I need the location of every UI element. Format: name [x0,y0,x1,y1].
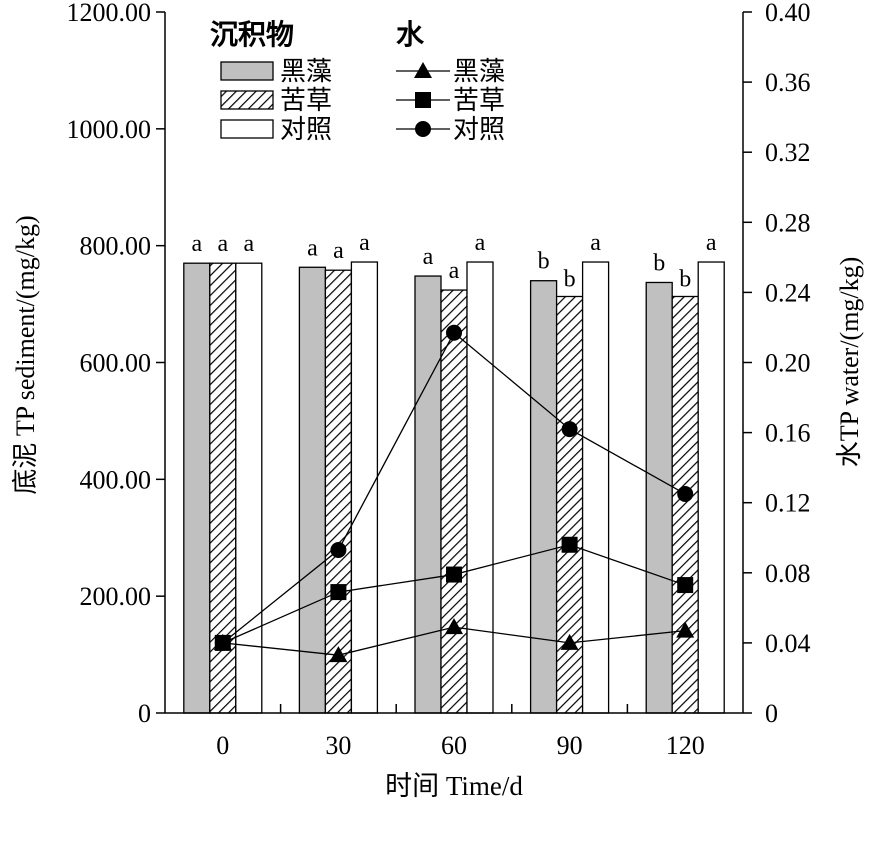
sig-letter: b [679,266,691,292]
point-对照-0 [214,634,231,651]
point-黑藻-60 [445,618,463,635]
y-right-axis-title: 水TP water/(mg/kg) [835,257,864,468]
legend-marker-苦草 [415,92,431,108]
legend-swatch-对照 [220,119,274,139]
y-left-tick-label: 600.00 [80,349,152,378]
legend-marker-对照 [415,121,431,137]
sig-letter: a [359,230,370,256]
x-tick-label: 120 [666,731,705,760]
sig-letter: a [475,230,486,256]
legend-bar-label: 黑藻 [280,57,332,87]
sig-letter: a [307,235,318,261]
bar-苦草-30 [324,269,353,714]
y-right-tick-label: 0.40 [765,0,811,27]
y-right-tick-label: 0.04 [765,629,811,658]
x-axis-title: 时间 Time/d [385,771,523,801]
point-苦草-60 [446,566,462,583]
sig-letter: a [191,231,202,257]
point-苦草-90 [561,536,578,553]
y-right-tick-label: 0.16 [765,419,811,448]
y-right-tick-label: 0.36 [765,68,811,97]
legend-swatch-黑藻 [220,61,274,81]
sig-letter: a [590,230,601,256]
sig-letter: a [706,230,717,256]
sig-letter: a [423,244,434,270]
bar-对照-60 [466,261,494,714]
legend-line-label: 黑藻 [453,57,505,87]
legend-line-label: 苦草 [453,86,505,116]
y-left-tick-label: 1200.00 [67,0,152,27]
sig-letter: a [449,258,460,284]
bar-对照-120 [697,261,725,714]
y-right-tick-label: 0.08 [765,559,811,588]
legend-water-title: 水 [396,18,425,51]
y-left-tick-label: 1000.00 [67,115,152,144]
legend-bar-label: 苦草 [280,86,332,116]
legend-bar-label: 对照 [280,115,332,145]
axes-layer: 0 200.00 400.00 600.00 800.00 1000.00 1200.00 0… [11,0,864,801]
bar-苦草-120 [671,295,699,714]
y-left-tick-label: 800.00 [80,232,152,261]
y-left-tick-label: 200.00 [80,582,152,611]
sig-letter: a [243,231,254,257]
legend-marker-黑藻 [414,62,432,78]
point-苦草-30 [330,584,347,601]
sig-letter: b [653,250,665,276]
point-对照-60 [446,324,462,341]
bar-苦草-60 [440,289,468,714]
x-tick-label: 30 [325,731,351,760]
bar-苦草-90 [555,295,584,714]
y-right-tick-label: 0.20 [765,349,811,378]
point-黑藻-30 [329,646,348,663]
point-对照-30 [330,542,347,559]
bar-黑藻-90 [529,280,558,714]
sig-letter: b [564,266,576,292]
y-right-tick-label: 0 [765,699,778,728]
y-right-tick-label: 0.32 [765,138,811,167]
legend-line-label: 对照 [453,115,505,145]
legend-swatch-苦草 [220,90,274,110]
x-tick-label: 90 [557,731,583,760]
y-left-tick-label: 400.00 [80,465,152,494]
x-tick-label: 0 [216,731,229,760]
sig-letter: a [333,238,344,264]
bar-黑藻-0 [183,262,211,714]
sig-letter: b [538,249,550,275]
y-right-tick-label: 0.24 [765,278,811,307]
y-right-tick-label: 0.12 [765,489,811,518]
bar-黑藻-30 [298,266,327,714]
y-right-tick-label: 0.28 [765,208,811,237]
y-left-tick-label: 0 [138,699,151,728]
bars-layer: a a a b ba aa b ba a a a a [183,230,725,714]
lines-layer [213,324,695,663]
x-tick-label: 60 [441,731,467,760]
bar-对照-90 [581,261,610,714]
point-黑藻-120 [676,621,695,638]
bar-对照-30 [350,261,379,714]
bar-黑藻-120 [645,281,673,714]
bar-黑藻-60 [414,275,442,714]
y-left-axis-title: 底泥 TP sediment/(mg/kg) [11,215,40,494]
point-黑藻-90 [560,633,579,650]
point-苦草-120 [677,577,694,594]
point-对照-90 [561,421,578,438]
point-对照-120 [677,485,694,502]
sig-letter: a [217,231,228,257]
legend-sediment-title: 沉积物 [210,18,294,51]
